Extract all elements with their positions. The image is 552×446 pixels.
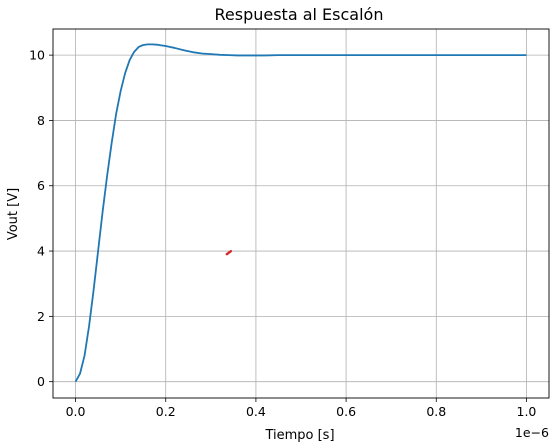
chart-title: Respuesta al Escalón [215,5,384,24]
x-tick-label: 0.8 [426,404,446,419]
plot-frame [52,28,550,399]
series-group [74,43,527,383]
x-tick-label: 1.0 [517,404,537,419]
y-tick-label: 2 [37,309,45,324]
x-axis-label: Tiempo [s] [264,428,334,443]
red-marker [225,249,233,256]
series-line [74,43,527,383]
grid-lines [53,29,549,398]
y-tick-label: 4 [37,244,45,259]
y-tick-label: 6 [37,178,45,193]
y-tick-label: 0 [37,374,45,389]
y-tick-label: 10 [29,48,45,63]
x-tick-label: 0.0 [66,404,86,419]
axis-ticks: 0.0 0.2 0.4 0.6 0.8 1.0 0 2 4 6 8 10 [29,48,536,419]
y-tick-label: 8 [37,113,45,128]
x-tick-label: 0.4 [246,404,266,419]
x-tick-label: 0.6 [336,404,356,419]
x-tick-label: 0.2 [156,404,176,419]
y-axis-label: Vout [V] [6,188,21,240]
x-offset-label: 1e−6 [515,425,549,440]
